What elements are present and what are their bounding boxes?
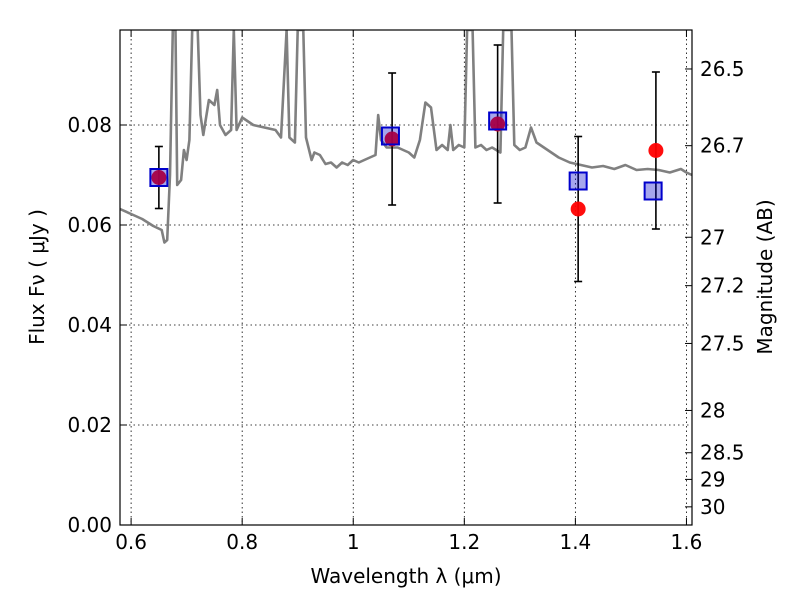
x-axis-ticks: 0.6 0.8 1 1.2 1.4 1.6: [115, 30, 702, 554]
model-band-point: [149, 168, 169, 187]
right-tick-label: 27.2: [700, 274, 745, 298]
y-tick-label: 0.04: [67, 313, 112, 337]
plot-frame: [119, 29, 693, 526]
x-axis-title: Wavelength λ (μm): [310, 564, 501, 588]
x-tick-label: 1: [347, 530, 360, 554]
right-tick-label: 27: [700, 225, 725, 249]
y-tick-label: 0.00: [67, 513, 112, 537]
right-axis-ticks: 26.5 26.7 27 27.2 27.5 28 28.529 30: [685, 57, 745, 519]
observed-point: [384, 131, 400, 147]
right-tick-label: 28.5: [700, 441, 745, 465]
right-tick-label: 26.5: [700, 57, 745, 81]
observed-points: [151, 116, 664, 217]
model-band-point: [488, 111, 508, 131]
right-axis-title: Magnitude (AB): [753, 199, 777, 354]
model-band-point: [568, 171, 588, 191]
x-tick-label: 1.4: [559, 530, 591, 554]
y-tick-label: 0.06: [67, 213, 112, 237]
y-tick-label: 0.02: [67, 413, 112, 437]
right-tick-label: 30: [700, 495, 725, 519]
model-spectrum-line: [120, 30, 692, 244]
y-tick-label: 0.08: [67, 113, 112, 137]
x-tick-label: 1.6: [671, 530, 703, 554]
right-tick-label: 26.7: [700, 134, 745, 158]
model-band-points: [149, 111, 663, 201]
right-tick-label: 27.5: [700, 331, 745, 355]
observed-point: [490, 116, 506, 132]
model-band-point: [380, 126, 400, 146]
y-axis-ticks: 0.00 0.02 0.04 0.06 0.08: [67, 113, 127, 537]
observed-point: [151, 170, 167, 185]
observed-point: [648, 143, 664, 158]
right-tick-label: 29: [700, 467, 725, 491]
x-tick-label: 0.6: [115, 530, 147, 554]
x-tick-label: 1.2: [448, 530, 480, 554]
observed-point: [570, 201, 586, 217]
y-axis-title: Flux Fν ( μJy ): [25, 209, 49, 345]
right-tick-label: 28: [700, 398, 725, 422]
model-spectrum-layer: [120, 30, 692, 244]
model-band-point: [643, 181, 663, 201]
x-tick-label: 0.8: [226, 530, 258, 554]
